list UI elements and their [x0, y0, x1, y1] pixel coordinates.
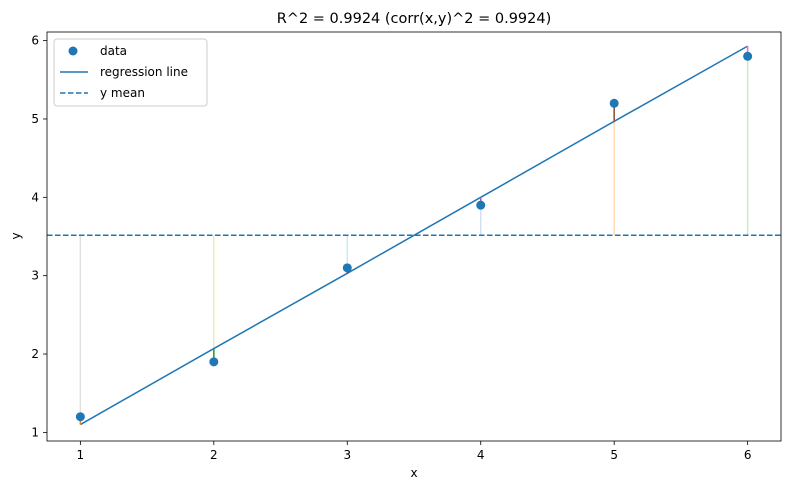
legend-label-y-mean: y mean [100, 86, 145, 100]
x-tick-label-1: 1 [77, 448, 85, 462]
axes-frame [46, 31, 782, 442]
x-tick-label-2: 2 [210, 448, 218, 462]
data-point-4 [476, 200, 486, 210]
regression-line [79, 45, 749, 426]
data-point-1 [75, 412, 85, 422]
data-point-2 [209, 357, 219, 367]
legend-box [53, 38, 208, 107]
x-axis-ticks: 1 2 3 4 5 6 [77, 441, 752, 462]
x-tick-label-6: 6 [744, 448, 752, 462]
data-point-3 [342, 263, 352, 273]
y-axis-label: y [9, 232, 23, 239]
data-point-5 [609, 98, 619, 108]
data-points [75, 51, 753, 422]
y-tick-label-4: 4 [31, 190, 39, 204]
chart-title: R^2 = 0.9924 (corr(x,y)^2 = 0.9924) [277, 11, 552, 27]
data-point-6 [743, 51, 753, 61]
legend-label-data: data [100, 44, 127, 58]
x-tick-label-3: 3 [343, 448, 351, 462]
x-tick-label-4: 4 [477, 448, 485, 462]
y-tick-label-6: 6 [31, 34, 39, 48]
y-tick-label-5: 5 [31, 112, 39, 126]
y-axis-ticks: 1 2 3 4 5 6 [31, 34, 47, 439]
legend: data regression line y mean [53, 38, 208, 107]
regression-line-group [79, 45, 749, 426]
legend-marker-data [68, 46, 78, 56]
y-tick-label-1: 1 [31, 425, 39, 439]
legend-label-regression-line: regression line [100, 65, 188, 79]
y-tick-label-2: 2 [31, 347, 39, 361]
total-deviation-lines [79, 56, 749, 417]
x-axis-label: x [410, 466, 417, 480]
x-tick-label-5: 5 [610, 448, 618, 462]
y-tick-label-3: 3 [31, 269, 39, 283]
